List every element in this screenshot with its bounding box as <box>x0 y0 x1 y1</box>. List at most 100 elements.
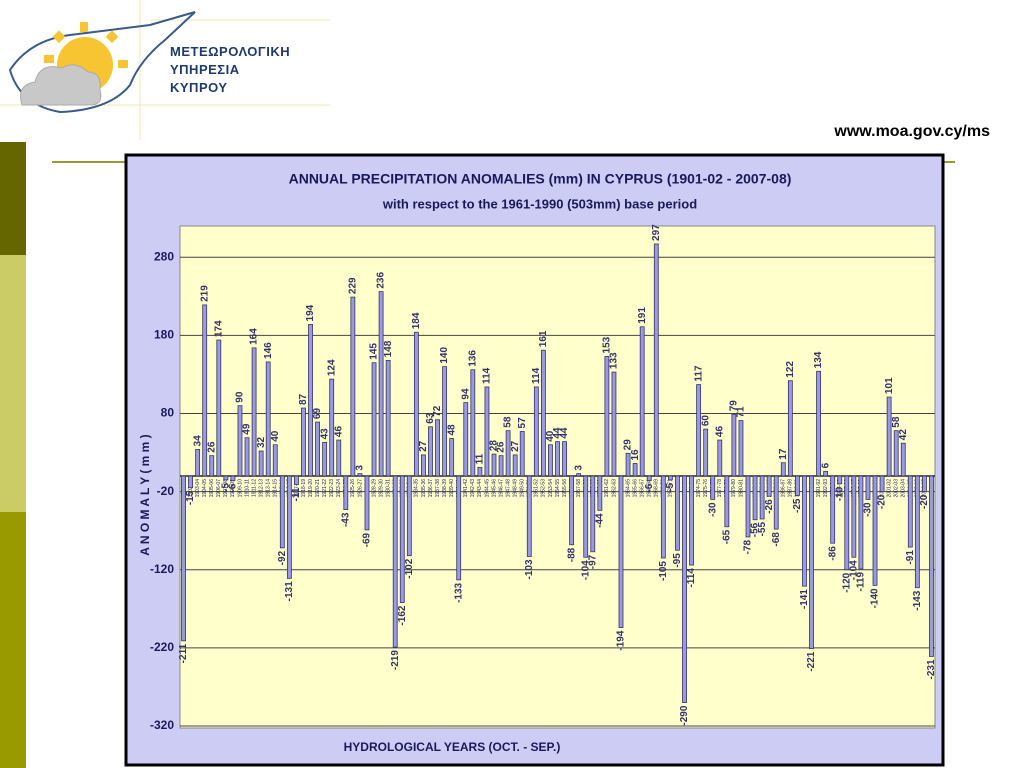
value-label: 42 <box>898 429 909 441</box>
x-tick-label: 1977-78 <box>717 479 723 498</box>
x-tick-label: 1991-92 <box>816 479 822 498</box>
bar <box>752 475 758 521</box>
x-tick-label: 1920-21 <box>315 479 321 498</box>
bar <box>914 475 920 589</box>
y-tick-label: -320 <box>150 718 174 732</box>
value-label: -6 <box>228 483 239 492</box>
bar <box>823 470 829 477</box>
bar <box>667 475 673 481</box>
value-label: 87 <box>298 393 309 405</box>
value-label: -221 <box>806 651 817 671</box>
x-tick-label: 1925-26 <box>350 479 356 498</box>
value-label: 79 <box>729 400 740 412</box>
bar <box>357 473 363 477</box>
value-label: 63 <box>425 412 436 424</box>
bar <box>181 475 186 642</box>
value-label: 122 <box>785 361 796 378</box>
value-label: 49 <box>242 423 253 435</box>
x-tick-label: 1904-05 <box>202 479 208 498</box>
x-tick-label: 1921-22 <box>322 479 328 498</box>
value-label: 184 <box>411 312 422 329</box>
value-label: -56 <box>750 522 761 537</box>
x-tick-label: 1968-69 <box>654 479 660 498</box>
value-label: -219 <box>390 650 401 670</box>
x-tick-label: 1918-19 <box>301 479 307 498</box>
side-stripe <box>0 255 26 512</box>
x-tick-label: 1965-66 <box>632 479 638 498</box>
bar <box>477 467 483 477</box>
x-tick-label: 1947-48 <box>505 479 511 498</box>
value-label: -69 <box>362 532 373 547</box>
bar <box>766 475 772 497</box>
bar <box>202 304 208 477</box>
bar <box>343 475 349 510</box>
x-tick-label: 1935-36 <box>421 479 427 498</box>
bar <box>780 462 786 477</box>
value-label: 44 <box>559 427 570 439</box>
x-tick-label: 1917-18 <box>294 479 300 498</box>
value-label: 16 <box>630 449 641 461</box>
x-tick-label: 1937-38 <box>435 479 441 498</box>
bar <box>505 430 511 477</box>
x-tick-label: 1953-54 <box>548 479 554 498</box>
value-label: 26 <box>206 441 217 453</box>
x-tick-label: 2003-04 <box>901 479 907 498</box>
bar <box>265 361 271 477</box>
bar <box>484 386 490 477</box>
bar <box>301 407 306 477</box>
value-label: 46 <box>714 426 725 438</box>
value-label: 27 <box>418 440 429 452</box>
value-label: 28 <box>489 440 500 452</box>
x-tick-label: 1905-06 <box>209 479 215 498</box>
bar <box>442 366 448 477</box>
value-label: -131 <box>284 581 295 601</box>
bar <box>724 475 730 528</box>
y-tick-label: -220 <box>150 640 174 654</box>
value-label: 114 <box>531 367 542 384</box>
bar <box>590 475 596 553</box>
x-tick-label: 1967-68 <box>647 479 653 498</box>
value-label: -68 <box>771 532 782 547</box>
value-label: 58 <box>891 416 902 428</box>
value-label: -92 <box>277 550 288 565</box>
value-label: 219 <box>199 285 210 302</box>
value-label: -95 <box>672 553 683 568</box>
x-tick-label: 1955-56 <box>562 479 568 498</box>
bar <box>703 428 709 477</box>
value-label: 71 <box>736 406 747 418</box>
y-axis-label: A N O M A L Y ( m m ) <box>138 434 152 555</box>
x-tick-label: 1945-46 <box>491 479 497 498</box>
value-label: -20 <box>877 494 888 509</box>
value-label: -11 <box>291 487 302 501</box>
x-tick-label: 1980-81 <box>738 479 744 498</box>
value-label: 58 <box>503 416 514 428</box>
bar <box>731 413 737 477</box>
x-tick-label: 1914-15 <box>273 479 279 498</box>
value-label: 72 <box>432 405 443 417</box>
x-tick-label: 1909-10 <box>237 479 243 498</box>
bar <box>625 452 631 477</box>
value-label: 11 <box>475 453 486 464</box>
value-label: 174 <box>213 320 224 337</box>
bar <box>717 439 723 477</box>
bar <box>858 475 864 570</box>
x-tick-label: 1911-12 <box>251 479 257 497</box>
bar <box>435 419 440 477</box>
value-label: 27 <box>510 440 521 452</box>
x-tick-label: 1941-42 <box>463 479 469 498</box>
value-label: 69 <box>312 408 323 420</box>
value-label: 161 <box>538 330 549 347</box>
x-tick-label: 2002-03 <box>894 479 900 498</box>
value-label: -97 <box>587 554 598 569</box>
bar <box>378 291 384 477</box>
value-label: -211 <box>178 643 189 663</box>
x-tick-label: 1923-24 <box>336 479 342 498</box>
value-label: -15 <box>185 490 196 505</box>
value-label: 117 <box>693 365 704 382</box>
value-label: 40 <box>270 430 281 442</box>
value-label: -114 <box>686 568 697 588</box>
x-tick-label: 1952-53 <box>541 479 547 498</box>
value-label: -26 <box>764 499 775 514</box>
value-label: 3 <box>355 465 366 471</box>
bar <box>675 475 680 551</box>
